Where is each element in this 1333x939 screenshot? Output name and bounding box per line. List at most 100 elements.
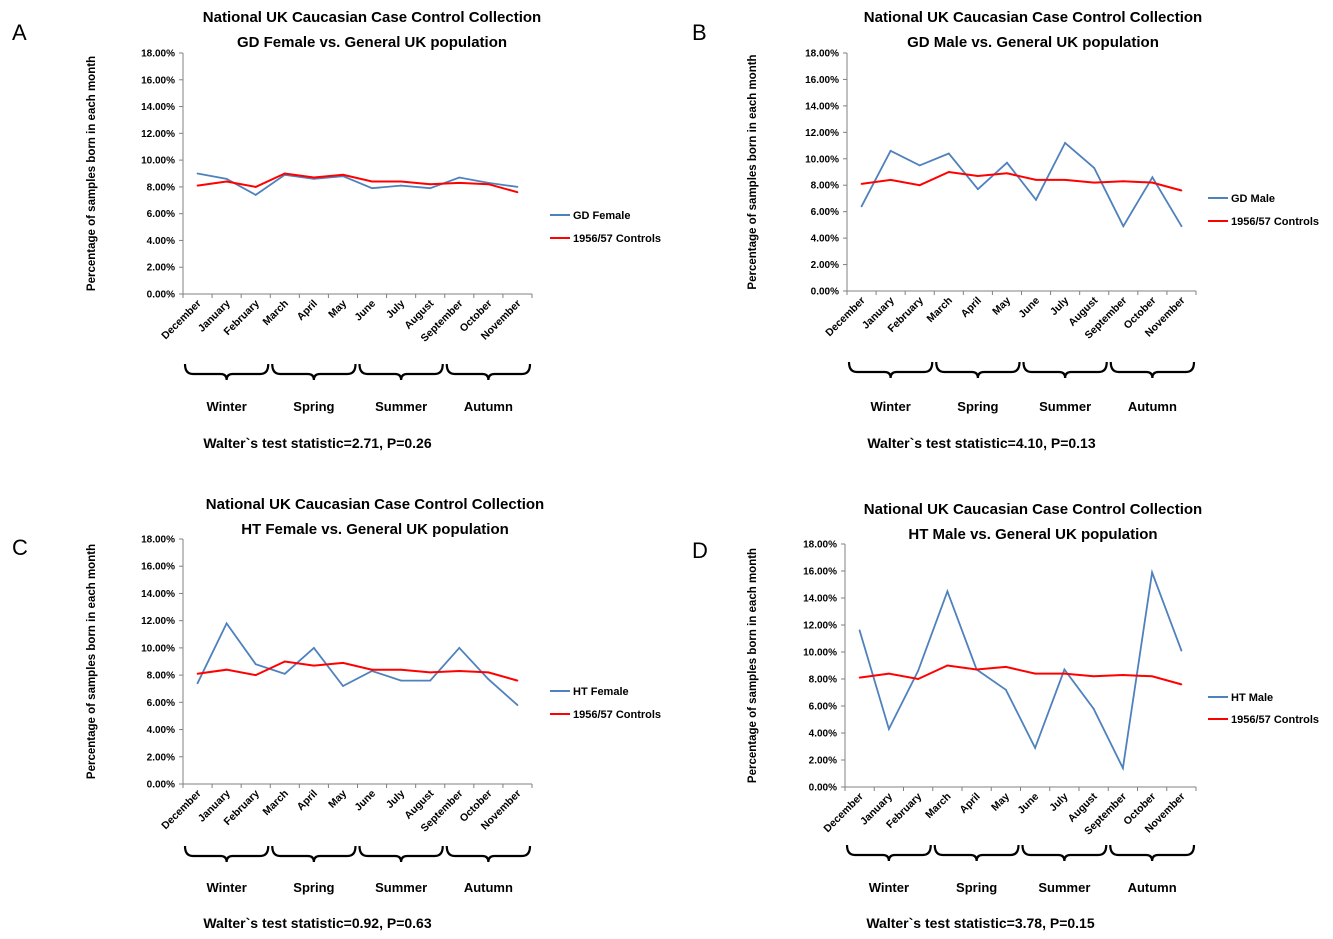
y-tick-label: 2.00%	[147, 752, 175, 763]
data-point	[1035, 198, 1037, 201]
y-tick-label: 4.00%	[147, 236, 175, 247]
season-label: Spring	[293, 880, 334, 895]
data-point	[225, 622, 228, 625]
x-tick-label: March	[261, 788, 291, 818]
y-tick-label: 10.00%	[803, 648, 837, 659]
data-point	[1180, 649, 1183, 652]
x-tick-label: March	[925, 295, 955, 325]
panel-letter: D	[692, 538, 708, 563]
season-bracket	[935, 361, 1021, 379]
data-point	[312, 176, 315, 179]
data-point	[1006, 172, 1008, 175]
data-point	[947, 171, 950, 173]
data-point	[458, 181, 461, 184]
season-bracket	[1022, 361, 1108, 379]
season-bracket	[1109, 844, 1196, 862]
data-point	[342, 685, 344, 687]
data-point	[487, 183, 490, 186]
data-point	[1180, 683, 1183, 686]
season-bracket	[271, 845, 357, 863]
y-tick-label: 16.00%	[141, 75, 175, 86]
data-point	[283, 172, 286, 175]
season-bracket	[445, 363, 532, 381]
data-point	[400, 679, 403, 682]
data-point	[429, 679, 432, 682]
y-tick-label: 6.00%	[809, 702, 837, 713]
x-tick-label: June	[1015, 791, 1041, 817]
y-tick-label: 16.00%	[803, 567, 837, 578]
data-point	[516, 191, 519, 194]
x-tick-label: July	[1047, 791, 1070, 814]
data-point	[516, 704, 519, 706]
chart-panel-b: B National UK Caucasian Case Control Coll…	[692, 9, 1319, 451]
x-tick-label: April	[295, 788, 320, 813]
y-tick-label: 10.00%	[141, 643, 175, 654]
data-point	[1122, 225, 1125, 228]
legend-label: 1956/57 Controls	[1231, 216, 1319, 228]
data-point	[1151, 176, 1154, 179]
legend-label: HT Female	[573, 686, 629, 698]
chart-title-line: National UK Caucasian Case Control Colle…	[206, 496, 544, 513]
x-tick-label: December	[159, 788, 203, 832]
data-point	[1180, 189, 1183, 192]
data-point	[1121, 674, 1124, 676]
y-tick-label: 6.00%	[147, 698, 175, 709]
chart-title-line: HT Female vs. General UK population	[241, 521, 509, 538]
data-point	[400, 184, 403, 187]
y-tick-label: 10.00%	[805, 154, 839, 165]
chart-title-line: GD Male vs. General UK population	[907, 34, 1159, 51]
data-point	[225, 180, 228, 183]
season-label: Summer	[375, 399, 427, 414]
season-bracket	[845, 844, 932, 862]
test-statistic: Walter`s test statistic=0.92, P=0.63	[203, 915, 431, 931]
x-tick-label: April	[295, 298, 320, 323]
data-point	[254, 194, 257, 196]
data-point	[1034, 746, 1037, 749]
data-point	[887, 672, 890, 675]
data-point	[458, 176, 461, 179]
y-tick-label: 14.00%	[803, 594, 837, 605]
season-label: Winter	[206, 880, 246, 895]
data-point	[1121, 767, 1124, 769]
data-point	[371, 187, 373, 190]
series-line-case	[858, 568, 1183, 772]
data-point	[458, 670, 461, 672]
x-tick-label: March	[923, 791, 953, 821]
season-label: Autumn	[1128, 880, 1177, 895]
data-point	[918, 164, 921, 167]
y-axis-label: Percentage of samples born in each month	[747, 54, 759, 289]
data-point	[254, 674, 257, 677]
y-tick-label: 16.00%	[141, 562, 175, 573]
y-tick-label: 4.00%	[809, 729, 837, 740]
y-tick-label: 14.00%	[141, 589, 175, 600]
y-tick-label: 0.00%	[147, 290, 175, 301]
data-point	[516, 679, 519, 682]
panel-letter: C	[12, 535, 28, 560]
y-tick-label: 14.00%	[141, 102, 175, 113]
data-point	[1034, 672, 1037, 675]
season-label: Spring	[293, 399, 334, 414]
data-point	[917, 678, 920, 680]
chart-title-line: National UK Caucasian Case Control Colle…	[864, 9, 1202, 26]
chart-title-line: GD Female vs. General UK population	[237, 34, 507, 51]
series-line-case	[860, 141, 1183, 229]
y-tick-label: 18.00%	[141, 535, 175, 546]
data-point	[947, 152, 950, 155]
y-tick-label: 8.00%	[811, 181, 839, 192]
y-tick-label: 16.00%	[805, 75, 839, 86]
data-point	[429, 671, 432, 674]
data-point	[1151, 675, 1154, 678]
chart-panel-c: C National UK Caucasian Case Control Coll…	[12, 496, 661, 931]
test-statistic: Walter`s test statistic=2.71, P=0.26	[203, 435, 431, 451]
chart-title-line: National UK Caucasian Case Control Colle…	[203, 9, 541, 26]
y-tick-label: 6.00%	[811, 207, 839, 218]
legend-label: 1956/57 Controls	[573, 233, 661, 245]
data-point	[429, 187, 432, 190]
x-tick-label: July	[1048, 295, 1071, 318]
chart-title-line: HT Male vs. General UK population	[908, 526, 1157, 543]
season-label: Summer	[375, 880, 427, 895]
season-label: Winter	[869, 880, 909, 895]
y-tick-label: 2.00%	[809, 756, 837, 767]
y-tick-label: 2.00%	[811, 260, 839, 271]
